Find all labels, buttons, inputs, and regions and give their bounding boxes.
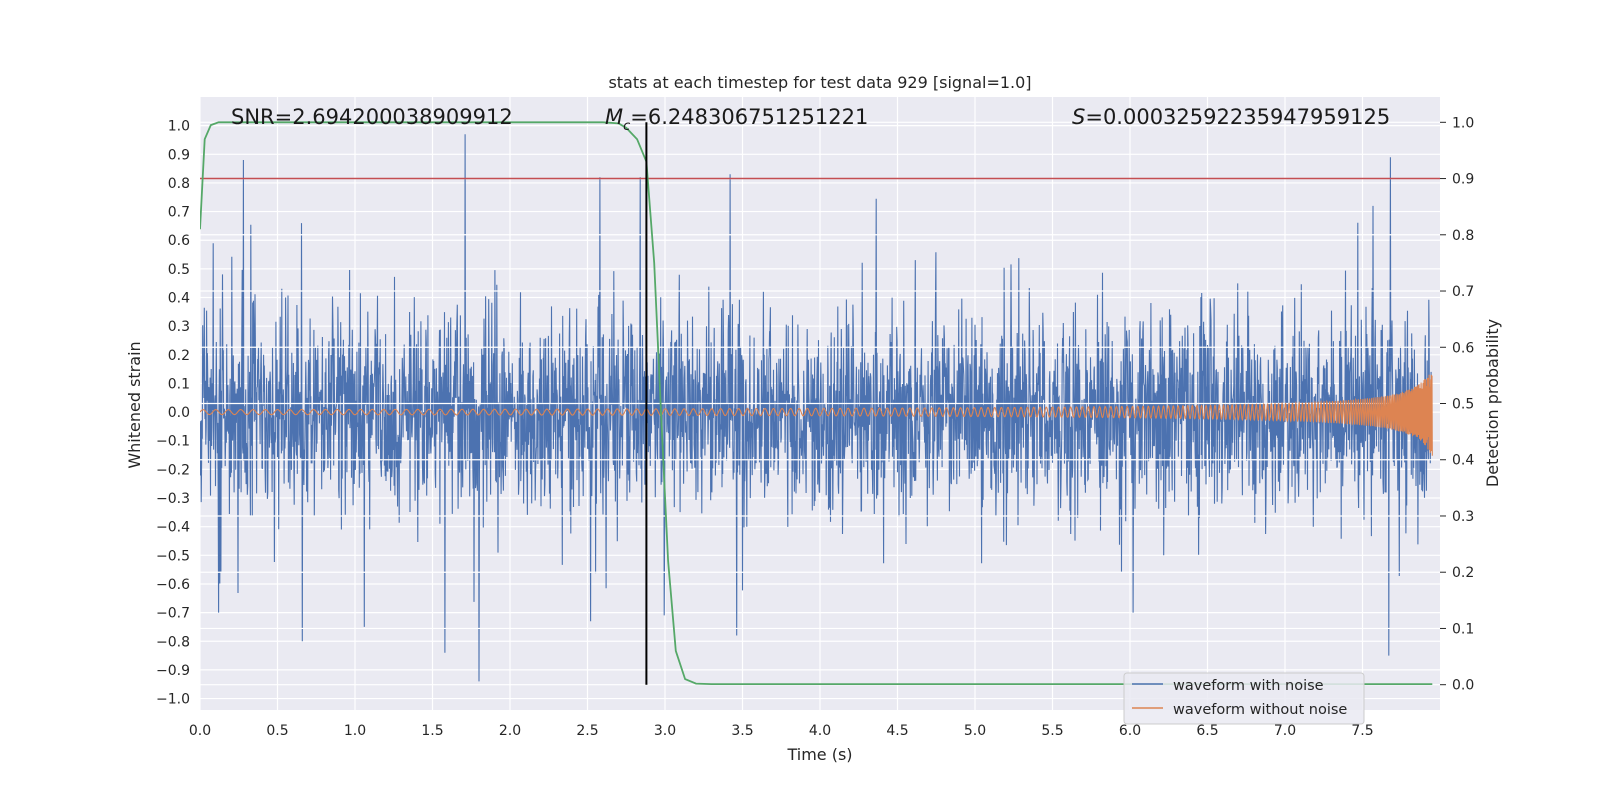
y-tick-label: 1.0 (168, 119, 190, 135)
y-axis-label: Whitened strain (125, 341, 144, 468)
x-axis-label: Time (s) (786, 745, 852, 764)
right-y-tick-label: 0.1 (1452, 621, 1474, 637)
x-tick-label: 2.5 (576, 723, 598, 739)
y-tick-label: 0.6 (168, 233, 190, 249)
x-tick-label: 7.5 (1351, 723, 1373, 739)
snr-annotation: SNR=2.694200038909912 (231, 105, 513, 129)
x-axis-ticks: 0.0 0.5 1.0 1.5 2.0 2.5 3.0 3.5 4.0 4.5 5.0 5.5 6.0 6… (189, 723, 1374, 739)
right-y-tick-label: 0.4 (1452, 453, 1474, 469)
s-symbol: S (1072, 105, 1085, 129)
chart-title: stats at each timestep for test data 929… (608, 73, 1031, 92)
x-tick-label: 2.0 (499, 723, 521, 739)
y-tick-label: 0.5 (168, 262, 190, 278)
chirp-mass-value: =6.248306751251221 (630, 105, 868, 129)
right-y-axis-ticks: 1.0 0.9 0.8 0.7 0.6 0.5 0.4 0.3 0.2 0.1 0.0 (1440, 115, 1474, 694)
right-y-tick-label: 0.0 (1452, 678, 1474, 694)
x-tick-label: 5.0 (964, 723, 986, 739)
right-y-tick-label: 1.0 (1452, 115, 1474, 131)
y-tick-label: 0.2 (168, 348, 190, 364)
y-tick-label: −0.8 (156, 634, 190, 650)
y-tick-label: −0.2 (156, 462, 190, 478)
right-y-tick-label: 0.6 (1452, 340, 1474, 356)
x-tick-label: 5.5 (1041, 723, 1063, 739)
y-tick-label: −1.0 (156, 692, 190, 708)
legend-entry-noisy: waveform with noise (1173, 678, 1324, 694)
y-tick-label: −0.1 (156, 434, 190, 450)
x-tick-label: 6.0 (1119, 723, 1141, 739)
legend-frame (1123, 672, 1365, 725)
y-tick-label: −0.6 (156, 577, 190, 593)
right-y-tick-label: 0.9 (1452, 172, 1474, 188)
y-tick-label: 0.9 (168, 147, 190, 163)
x-tick-label: 6.5 (1196, 723, 1218, 739)
y-gridlines (200, 125, 1440, 700)
right-y-tick-label: 0.2 (1452, 565, 1474, 581)
chirp-mass-annotation: Mc=6.248306751251221 (605, 105, 868, 134)
y-axis-ticks: 1.0 0.9 0.8 0.7 0.6 0.5 0.4 0.3 0.2 0.1 0.0 −0.1 −0.… (156, 119, 190, 708)
y-tick-label: 0.0 (168, 405, 190, 421)
y-tick-label: 0.4 (168, 291, 190, 307)
y-tick-label: −0.4 (156, 520, 190, 536)
right-y-tick-label: 0.8 (1452, 228, 1474, 244)
chirp-mass-subscript: c (623, 119, 630, 134)
x-tick-label: 3.5 (731, 723, 753, 739)
right-y-tick-label: 0.7 (1452, 284, 1474, 300)
right-y-axis-label: Detection probability (1483, 319, 1502, 487)
series-waveform-without-noise (200, 374, 1433, 456)
x-tick-label: 0.5 (266, 723, 288, 739)
y-tick-label: 0.1 (168, 376, 190, 392)
y-tick-label: 0.3 (168, 319, 190, 335)
legend: waveform with noise waveform without noi… (1123, 672, 1365, 725)
s-value: =0.00032592235947959125 (1085, 105, 1390, 129)
right-y-tick-label: 0.5 (1452, 397, 1474, 413)
x-tick-label: 1.5 (421, 723, 443, 739)
y-tick-label: −0.9 (156, 663, 190, 679)
x-tick-label: 7.0 (1274, 723, 1296, 739)
x-tick-label: 3.0 (654, 723, 676, 739)
y-tick-label: −0.5 (156, 548, 190, 564)
x-tick-label: 4.5 (886, 723, 908, 739)
y-tick-label: −0.7 (156, 606, 190, 622)
chirp-mass-symbol: M (605, 105, 623, 129)
y-tick-label: 0.7 (168, 205, 190, 221)
x-tick-label: 1.0 (344, 723, 366, 739)
x-tick-label: 4.0 (809, 723, 831, 739)
right-y-tick-label: 0.3 (1452, 509, 1474, 525)
legend-entry-clean: waveform without noise (1173, 702, 1347, 718)
y-tick-label: 0.8 (168, 176, 190, 192)
y-tick-label: −0.3 (156, 491, 190, 507)
x-tick-label: 0.0 (189, 723, 211, 739)
s-annotation: S=0.00032592235947959125 (1072, 105, 1390, 129)
